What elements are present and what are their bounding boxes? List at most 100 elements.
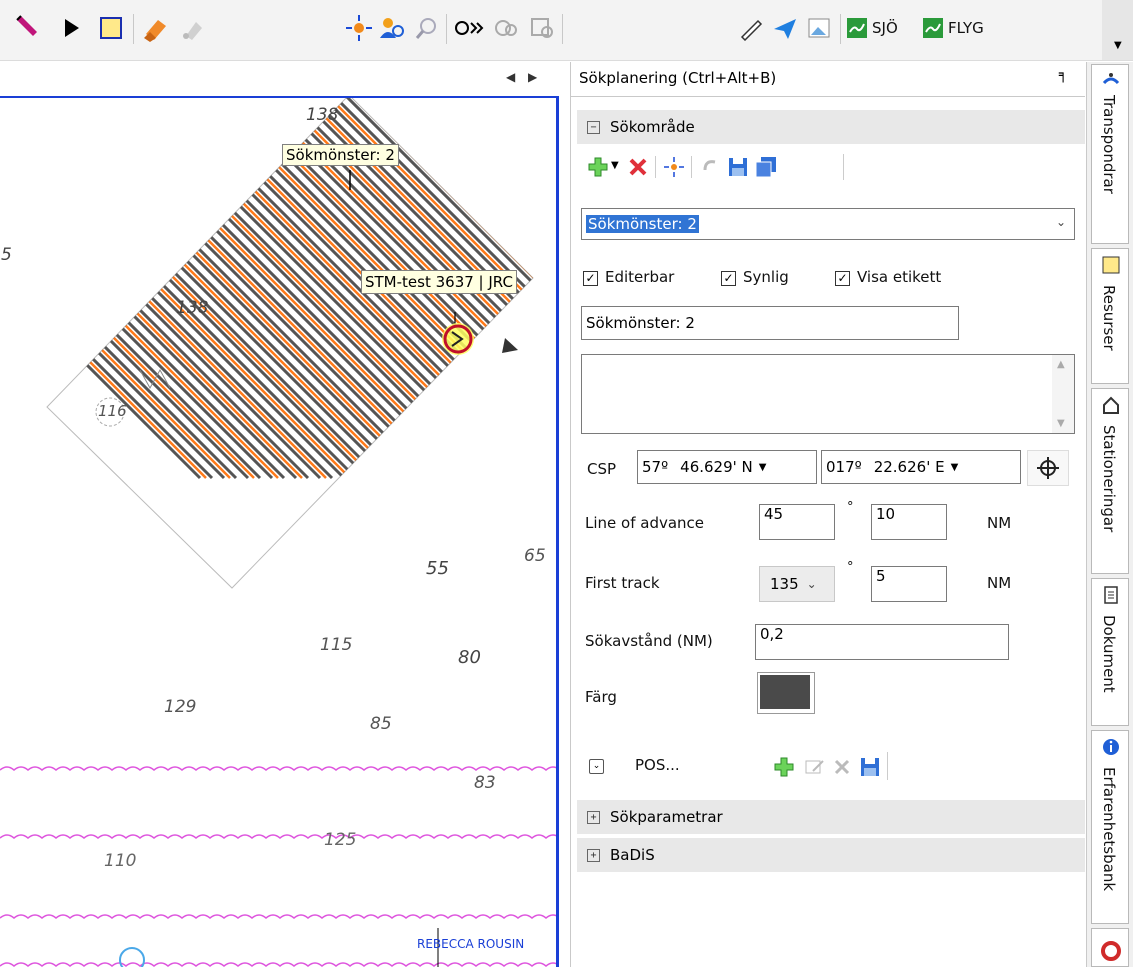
depth-label: 65 <box>524 546 546 566</box>
save-all-icon[interactable] <box>755 156 777 178</box>
loa-unit: NM <box>987 514 1012 532</box>
first-track-degree-value: 135 <box>770 575 799 593</box>
name-input[interactable]: Sökmönster: 2 <box>581 306 959 340</box>
people-search-icon[interactable] <box>376 12 408 44</box>
vessel-marker[interactable] <box>442 323 518 355</box>
toolbar-overflow[interactable]: ▼ <box>1102 0 1133 60</box>
chevron-down-icon[interactable]: ⌄ <box>806 577 817 591</box>
visible-label: Synlig <box>743 268 789 286</box>
color-label: Färg <box>585 688 617 706</box>
center-target-icon[interactable] <box>344 12 374 44</box>
zoom-icon[interactable] <box>412 12 442 44</box>
tab-experience-bank-label: Erfarenhetsbank <box>1100 767 1118 892</box>
pin-icon[interactable]: ╕ <box>1059 67 1068 83</box>
csp-lon-min: 22.626' E <box>873 458 945 476</box>
name-input-value: Sökmönster: 2 <box>586 314 695 332</box>
depth-label: 110 <box>104 851 137 871</box>
expand-icon[interactable]: + <box>587 810 600 824</box>
pattern-select[interactable]: Sökmönster: 2 ⌄ <box>581 208 1075 240</box>
expand-icon[interactable]: + <box>587 848 600 862</box>
info-icon <box>1103 739 1119 755</box>
air-icon <box>923 18 943 38</box>
pattern-tooltip: Sökmönster: 2 <box>282 144 399 166</box>
track-forward-icon[interactable] <box>452 12 488 44</box>
map-border <box>556 96 559 967</box>
document-icon <box>1104 586 1118 604</box>
pick-position-button[interactable] <box>1027 450 1069 486</box>
vessel-tooltip: STM-test 3637 | JRC <box>361 270 517 294</box>
chevron-down-icon[interactable]: ⌄ <box>1055 215 1066 229</box>
sjo-button[interactable]: SJÖ <box>846 12 926 44</box>
spacing-input[interactable]: 0,2 <box>755 624 1009 660</box>
chevron-down-icon[interactable]: ▼ <box>758 461 767 473</box>
show-label-label: Visa etikett <box>857 268 942 286</box>
csp-lat-min: 46.629' N <box>680 458 753 476</box>
delete-icon[interactable] <box>627 156 649 178</box>
expand-pos-icon[interactable]: ⌄ <box>589 759 604 774</box>
first-track-distance-input[interactable]: 5 <box>871 566 947 602</box>
side-tab-strip: Transpondrar Resurser Stationeringar Dok… <box>1086 62 1133 967</box>
pen-red-icon[interactable] <box>10 12 44 44</box>
csp-lat-deg: 57º <box>642 458 669 476</box>
edit-pos-icon <box>805 760 824 774</box>
map-tab-bar: ◀ ▶ <box>0 62 558 98</box>
spacing-label: Sökavstånd (NM) <box>585 632 713 650</box>
save-icon[interactable] <box>727 156 749 178</box>
tab-transponders[interactable]: Transpondrar <box>1091 64 1129 244</box>
section-search-params-label: Sökparametrar <box>610 808 723 826</box>
send-icon[interactable] <box>770 12 800 44</box>
dashed-circle <box>95 397 125 427</box>
description-textarea[interactable]: ▲ ▼ <box>581 354 1075 434</box>
play-icon[interactable] <box>56 12 86 44</box>
spacing-value: 0,2 <box>760 625 784 643</box>
section-search-params[interactable]: + Sökparametrar <box>577 800 1085 834</box>
depth-label: 80 <box>458 647 481 668</box>
depth-label: 116 <box>98 402 127 420</box>
first-track-label: First track <box>585 574 660 592</box>
home-icon <box>1103 396 1119 414</box>
tab-experience-bank[interactable]: Erfarenhetsbank <box>1091 730 1129 924</box>
add-icon[interactable] <box>587 156 609 178</box>
chevron-down-icon[interactable]: ▼ <box>1114 40 1122 51</box>
tab-documents[interactable]: Dokument <box>1091 578 1129 726</box>
wreck-symbol <box>139 368 171 390</box>
eraser-icon[interactable] <box>138 12 172 44</box>
tab-transponders-label: Transpondrar <box>1100 95 1118 194</box>
pencil-icon[interactable] <box>736 12 766 44</box>
textarea-scrollbar[interactable]: ▲ ▼ <box>1052 355 1074 433</box>
save-pos-icon[interactable] <box>859 756 881 778</box>
tab-nav-right-icon[interactable]: ▶ <box>528 70 538 84</box>
csp-lon-deg: 017º <box>826 458 862 476</box>
tab-nav-left-icon[interactable]: ◀ <box>506 70 516 84</box>
chevron-down-icon[interactable]: ▼ <box>950 461 959 473</box>
add-pos-icon[interactable] <box>773 756 795 778</box>
color-swatch <box>760 675 810 709</box>
tab-documents-label: Dokument <box>1100 615 1118 693</box>
tab-lifebuoy[interactable] <box>1091 928 1129 967</box>
show-label-checkbox[interactable]: ✓ <box>835 271 850 286</box>
rectangle-tool-icon[interactable] <box>96 12 126 44</box>
chevron-down-icon[interactable]: ▼ <box>611 160 619 171</box>
section-badis[interactable]: + BaDiS <box>577 838 1085 872</box>
csp-latitude-field[interactable]: 57º 46.629' N ▼ <box>637 450 817 484</box>
degree-symbol: ° <box>847 560 854 575</box>
section-search-area[interactable]: − Sökområde <box>577 110 1085 144</box>
editable-label: Editerbar <box>605 268 675 286</box>
loa-degree-input[interactable]: 45 <box>759 504 835 540</box>
color-picker-button[interactable] <box>757 672 815 714</box>
section-badis-label: BaDiS <box>610 846 655 864</box>
pos-label: POS... <box>635 756 680 774</box>
loa-distance-input[interactable]: 10 <box>871 504 947 540</box>
first-track-degree-select[interactable]: 135 ⌄ <box>759 566 835 602</box>
tab-stations[interactable]: Stationeringar <box>1091 388 1129 574</box>
image-icon[interactable] <box>804 12 834 44</box>
csp-longitude-field[interactable]: 017º 22.626' E ▼ <box>821 450 1021 484</box>
editable-checkbox[interactable]: ✓ <box>583 271 598 286</box>
map-canvas[interactable]: 138 5 138 116 55 65 115 80 129 85 83 125… <box>0 98 556 967</box>
first-track-unit: NM <box>987 574 1012 592</box>
tab-resources[interactable]: Resurser <box>1091 248 1129 384</box>
center-icon[interactable] <box>663 156 685 178</box>
collapse-icon[interactable]: − <box>587 120 600 134</box>
flyg-button[interactable]: FLYG <box>922 12 1022 44</box>
visible-checkbox[interactable]: ✓ <box>721 271 736 286</box>
